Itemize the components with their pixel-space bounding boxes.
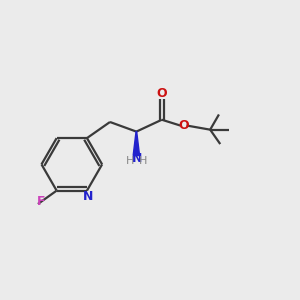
Text: H: H — [126, 156, 134, 166]
Text: F: F — [37, 195, 45, 208]
Text: H: H — [139, 156, 148, 166]
Text: N: N — [83, 190, 93, 203]
Text: O: O — [178, 119, 189, 132]
Polygon shape — [133, 132, 140, 155]
Text: N: N — [132, 152, 142, 165]
Text: O: O — [157, 87, 167, 100]
